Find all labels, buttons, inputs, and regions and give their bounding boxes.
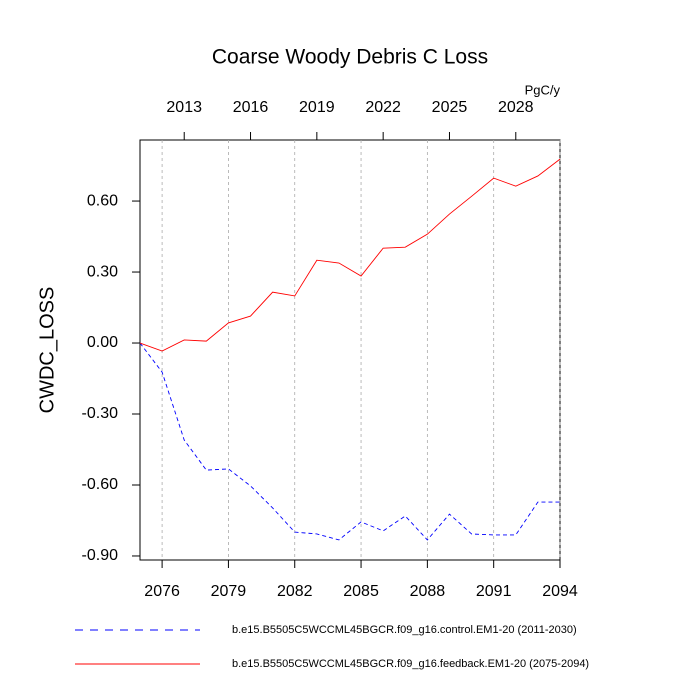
x-tick-label: 2088 — [410, 583, 446, 600]
y-tick-label: -0.60 — [82, 476, 119, 493]
x2-tick-label: 2028 — [498, 99, 534, 116]
x-tick-label: 2085 — [343, 583, 379, 600]
x2-tick-label: 2016 — [233, 99, 269, 116]
x-tick-label: 2082 — [277, 583, 313, 600]
x2-tick-label: 2022 — [365, 99, 401, 116]
series-line — [139, 158, 561, 352]
y-tick-label: -0.90 — [82, 547, 119, 564]
x-tick-label: 2079 — [211, 583, 247, 600]
x-tick-label: 2076 — [144, 583, 180, 600]
y-tick-label: 0.30 — [87, 263, 118, 280]
x-tick-label: 2091 — [476, 583, 512, 600]
chart-title: Coarse Woody Debris C Loss — [212, 46, 488, 69]
series-line — [139, 342, 560, 541]
plot-frame — [139, 139, 561, 561]
y-tick-label: 0.60 — [87, 192, 118, 209]
legend-label: b.e15.B5505C5WCCML45BGCR.f09_g16.control… — [232, 624, 577, 636]
x2-tick-label: 2025 — [432, 99, 468, 116]
y-tick-label: -0.30 — [82, 405, 119, 422]
x2-tick-label: 2013 — [166, 99, 202, 116]
y-axis-label: CWDC_LOSS — [36, 287, 58, 414]
y-tick-label: 0.00 — [87, 334, 118, 351]
x-tick-label: 2094 — [542, 583, 578, 600]
legend-label: b.e15.B5505C5WCCML45BGCR.f09_g16.feedbac… — [232, 658, 589, 670]
units-label: PgC/y — [525, 82, 561, 97]
x2-tick-label: 2019 — [299, 99, 335, 116]
